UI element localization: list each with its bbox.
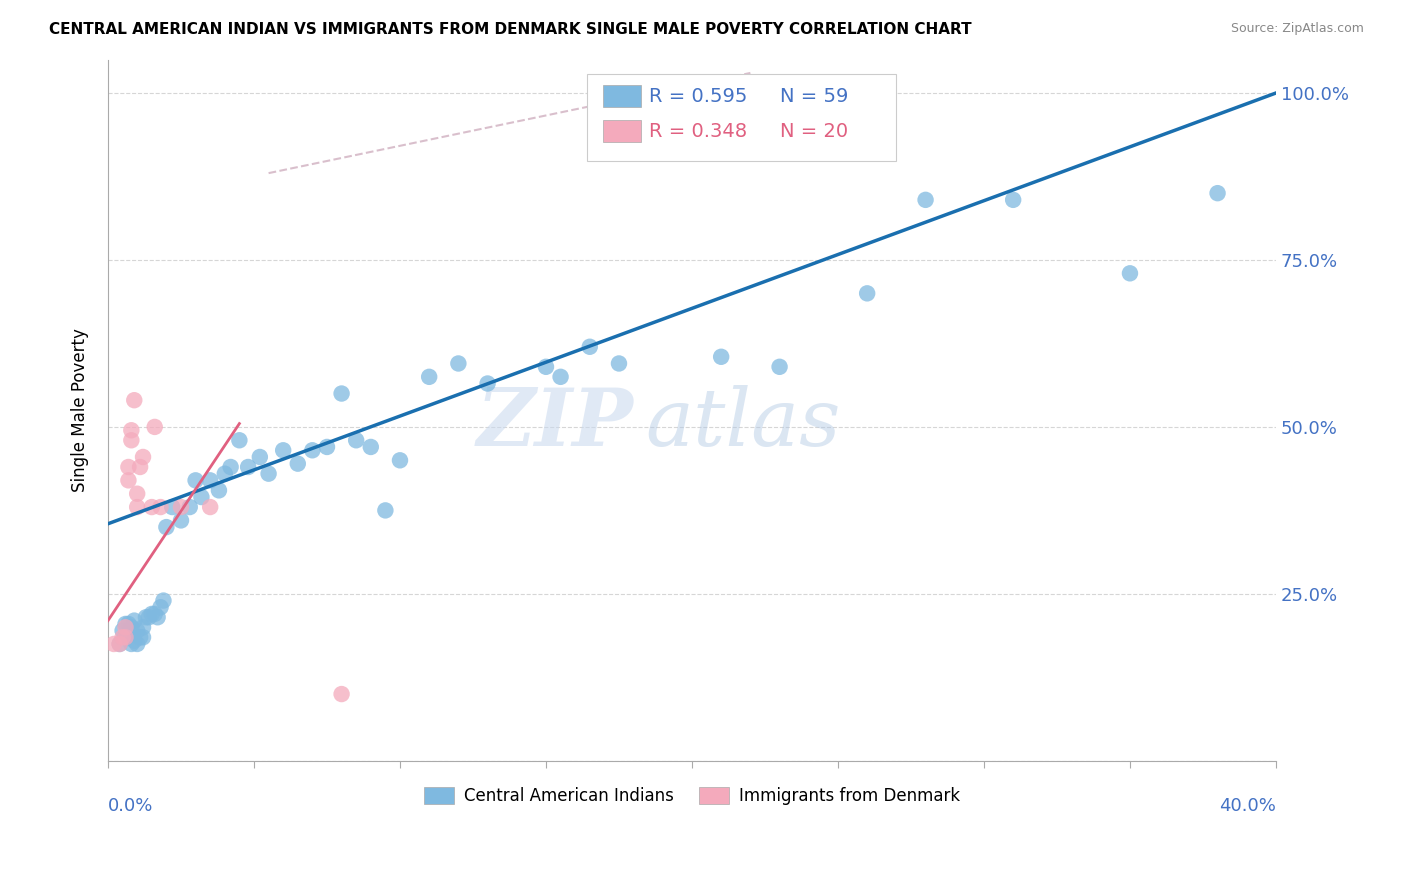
Point	[578, 340, 600, 354]
Point	[550, 369, 572, 384]
Point	[146, 610, 169, 624]
Legend: Central American Indians, Immigrants from Denmark: Central American Indians, Immigrants fro…	[418, 780, 967, 812]
Point	[208, 483, 231, 498]
Point	[170, 500, 193, 514]
Text: 0.0%: 0.0%	[108, 797, 153, 815]
Point	[198, 474, 221, 488]
Point	[388, 453, 411, 467]
Point	[149, 600, 172, 615]
Point	[330, 687, 353, 701]
Point	[477, 376, 499, 391]
FancyBboxPatch shape	[603, 85, 641, 107]
Point	[710, 350, 733, 364]
Point	[236, 460, 259, 475]
Point	[132, 630, 155, 644]
Point	[190, 490, 212, 504]
Point	[122, 633, 145, 648]
Point	[114, 630, 136, 644]
Point	[132, 450, 155, 464]
Point	[120, 423, 142, 437]
Point	[117, 627, 139, 641]
Point	[155, 520, 177, 534]
Point	[271, 443, 294, 458]
Point	[108, 637, 131, 651]
Point	[138, 610, 160, 624]
Point	[120, 620, 142, 634]
Point	[534, 359, 557, 374]
Point	[418, 369, 440, 384]
Point	[117, 616, 139, 631]
Point	[914, 193, 936, 207]
FancyBboxPatch shape	[603, 120, 641, 143]
Point	[184, 474, 207, 488]
Point	[344, 434, 367, 448]
Point	[117, 474, 139, 488]
Point	[768, 359, 790, 374]
Point	[374, 503, 396, 517]
Text: N = 20: N = 20	[779, 121, 848, 141]
Point	[149, 500, 172, 514]
Text: 40.0%: 40.0%	[1219, 797, 1277, 815]
Point	[249, 450, 271, 464]
Text: N = 59: N = 59	[779, 87, 848, 105]
Point	[114, 616, 136, 631]
Point	[287, 457, 309, 471]
Point	[170, 513, 193, 527]
Point	[114, 620, 136, 634]
Point	[122, 393, 145, 408]
Y-axis label: Single Male Poverty: Single Male Poverty	[72, 328, 89, 492]
Point	[127, 486, 149, 500]
Point	[129, 630, 152, 644]
Point	[129, 460, 152, 475]
Point	[143, 420, 166, 434]
Point	[856, 286, 879, 301]
Point	[330, 386, 353, 401]
Text: ZIP: ZIP	[477, 385, 634, 463]
Point	[301, 443, 323, 458]
Point	[214, 467, 236, 481]
Point	[160, 500, 183, 514]
Point	[1119, 266, 1142, 280]
Point	[108, 637, 131, 651]
Point	[135, 610, 157, 624]
Point	[360, 440, 382, 454]
Point	[117, 460, 139, 475]
Point	[607, 356, 630, 370]
Point	[219, 460, 242, 475]
Point	[127, 500, 149, 514]
Point	[120, 637, 142, 651]
Point	[152, 593, 174, 607]
Point	[447, 356, 470, 370]
Point	[120, 434, 142, 448]
Point	[143, 607, 166, 621]
Text: CENTRAL AMERICAN INDIAN VS IMMIGRANTS FROM DENMARK SINGLE MALE POVERTY CORRELATI: CENTRAL AMERICAN INDIAN VS IMMIGRANTS FR…	[49, 22, 972, 37]
Point	[179, 500, 201, 514]
Point	[111, 630, 134, 644]
Point	[198, 500, 221, 514]
Point	[141, 500, 163, 514]
Point	[141, 607, 163, 621]
Point	[122, 614, 145, 628]
Point	[1002, 193, 1025, 207]
Point	[111, 624, 134, 638]
Point	[114, 630, 136, 644]
Text: R = 0.595: R = 0.595	[648, 87, 747, 105]
Point	[316, 440, 339, 454]
Point	[103, 637, 125, 651]
FancyBboxPatch shape	[586, 74, 897, 161]
Point	[228, 434, 250, 448]
Text: R = 0.348: R = 0.348	[648, 121, 747, 141]
Point	[127, 637, 149, 651]
Text: Source: ZipAtlas.com: Source: ZipAtlas.com	[1230, 22, 1364, 36]
Point	[132, 620, 155, 634]
Point	[127, 624, 149, 638]
Point	[257, 467, 280, 481]
Text: atlas: atlas	[645, 385, 841, 463]
Point	[1206, 186, 1229, 201]
